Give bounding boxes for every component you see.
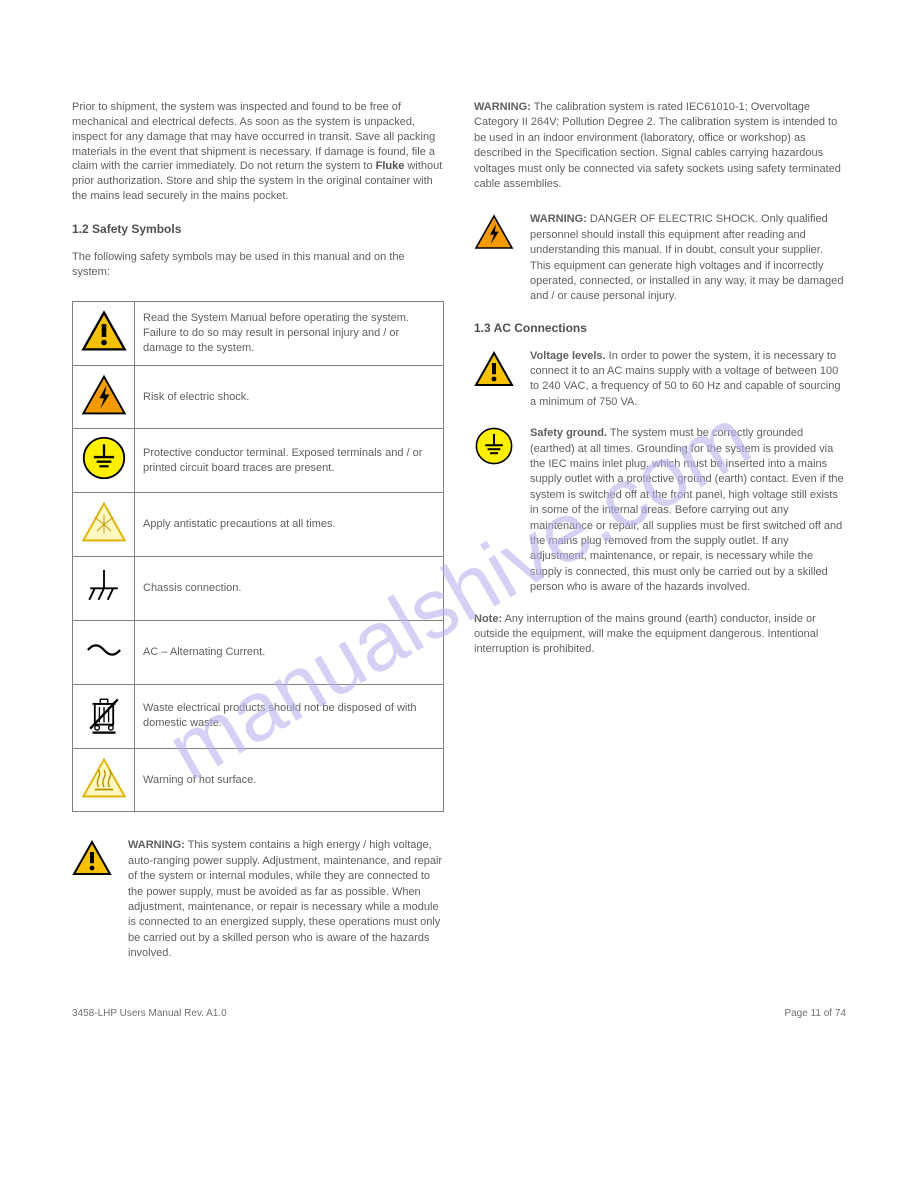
table-row: Risk of electric shock. xyxy=(73,365,444,429)
table-row: Apply antistatic precautions at all time… xyxy=(73,493,444,557)
warning-cal: WARNING: The calibration system is rated… xyxy=(474,100,846,192)
voltage-label: Voltage levels. xyxy=(530,350,606,362)
high-voltage-icon xyxy=(81,372,127,418)
warning-body: This system contains a high energy / hig… xyxy=(128,839,442,959)
warn-triangle-icon xyxy=(81,308,127,354)
table-row: Read the System Manual before operating … xyxy=(73,301,444,365)
left-column: Prior to shipment, the system was inspec… xyxy=(72,60,444,978)
warning-label: WARNING: xyxy=(128,839,185,851)
warning-block-1: WARNING: This system contains a high ene… xyxy=(72,838,444,961)
row-text: Chassis connection. xyxy=(135,557,444,621)
ac-icon xyxy=(81,627,127,673)
ground-block: Safety ground. The system must be correc… xyxy=(474,426,846,595)
table-row: Protective conductor terminal. Exposed t… xyxy=(73,429,444,493)
note-paragraph: Note: Any interruption of the mains grou… xyxy=(474,612,846,658)
right-column: WARNING: The calibration system is rated… xyxy=(474,60,846,978)
intro-brand: Fluke xyxy=(376,160,405,172)
footer-left: 3458-LHP Users Manual Rev. A1.0 xyxy=(72,1008,227,1019)
ground-text: Safety ground. The system must be correc… xyxy=(530,426,846,595)
table-row: AC – Alternating Current. xyxy=(73,620,444,684)
ground-circle-icon xyxy=(81,435,127,481)
hot-surface-icon xyxy=(81,755,127,801)
voltage-text: Voltage levels. In order to power the sy… xyxy=(530,349,846,411)
section-symbols-title: 1.2 Safety Symbols xyxy=(72,222,444,236)
warning-label: WARNING: xyxy=(474,101,531,113)
row-text: AC – Alternating Current. xyxy=(135,620,444,684)
warn-triangle-icon xyxy=(72,838,112,878)
footer-right: Page 11 of 74 xyxy=(784,1008,846,1019)
row-text: Waste electrical products should not be … xyxy=(135,684,444,748)
warning-label: WARNING: xyxy=(530,213,587,225)
ground-circle-icon xyxy=(474,426,514,466)
table-row: Warning of hot surface. xyxy=(73,748,444,812)
row-text: Protective conductor terminal. Exposed t… xyxy=(135,429,444,493)
chassis-icon xyxy=(81,563,127,609)
row-text: Apply antistatic precautions at all time… xyxy=(135,493,444,557)
warning-prefix: DANGER OF ELECTRIC SHOCK. xyxy=(590,213,758,225)
note-label: Note: xyxy=(474,613,502,625)
warning-shock-block: WARNING: DANGER OF ELECTRIC SHOCK. Only … xyxy=(474,212,846,304)
ground-label: Safety ground. xyxy=(530,427,607,439)
warning-text: WARNING: DANGER OF ELECTRIC SHOCK. Only … xyxy=(530,212,846,304)
high-voltage-icon xyxy=(474,212,514,252)
note-body: Any interruption of the mains ground (ea… xyxy=(474,613,818,656)
warn-triangle-icon xyxy=(474,349,514,389)
symbols-table: Read the System Manual before operating … xyxy=(72,301,444,813)
voltage-block: Voltage levels. In order to power the sy… xyxy=(474,349,846,411)
antistatic-icon xyxy=(81,499,127,545)
weee-icon xyxy=(81,691,127,737)
ground-body: The system must be correctly grounded (e… xyxy=(530,427,844,593)
row-text: Risk of electric shock. xyxy=(135,365,444,429)
page-content: Prior to shipment, the system was inspec… xyxy=(0,0,918,1059)
row-text: Warning of hot surface. xyxy=(135,748,444,812)
warning-body: The calibration system is rated IEC61010… xyxy=(474,101,841,190)
warning-body: Only qualified personnel should install … xyxy=(530,213,843,302)
page-footer: 3458-LHP Users Manual Rev. A1.0 Page 11 … xyxy=(72,1008,846,1019)
section-ac-title: 1.3 AC Connections xyxy=(474,321,846,335)
row-text: Read the System Manual before operating … xyxy=(135,301,444,365)
table-row: Chassis connection. xyxy=(73,557,444,621)
table-row: Waste electrical products should not be … xyxy=(73,684,444,748)
section-symbols-lead: The following safety symbols may be used… xyxy=(72,250,444,281)
intro-paragraph: Prior to shipment, the system was inspec… xyxy=(72,100,444,204)
warning-text: WARNING: This system contains a high ene… xyxy=(128,838,444,961)
two-column-layout: Prior to shipment, the system was inspec… xyxy=(72,60,846,978)
